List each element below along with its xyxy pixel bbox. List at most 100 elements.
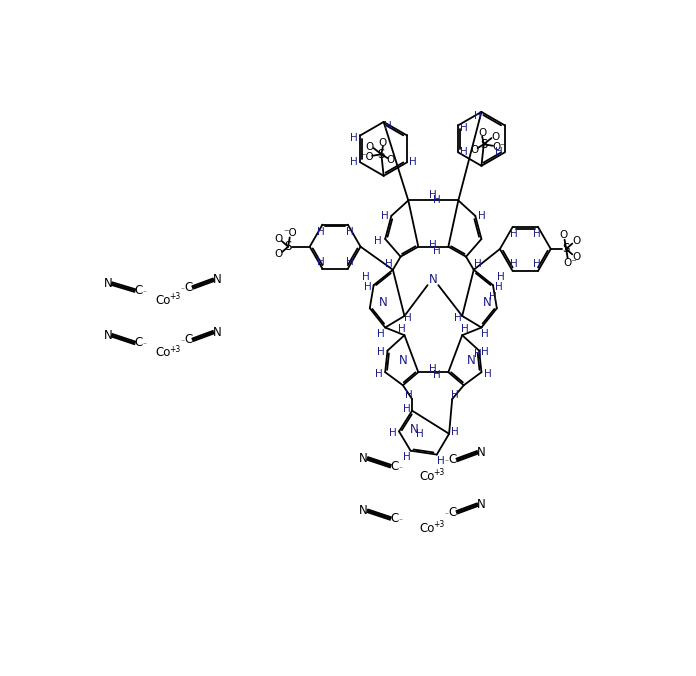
Text: N: N [467,354,476,367]
Text: H: H [429,364,437,374]
Text: C: C [390,460,399,473]
Text: H: H [345,226,354,237]
Text: +3: +3 [169,292,180,301]
Text: O: O [274,249,283,260]
Text: N: N [104,329,112,342]
Text: ⁻: ⁻ [181,337,184,347]
Text: H: H [385,259,393,268]
Text: ⁻O: ⁻O [361,151,374,162]
Text: H: H [433,370,441,381]
Text: O: O [560,230,568,240]
Text: N: N [477,445,486,459]
Text: H: H [409,158,417,168]
Text: Co: Co [156,294,171,307]
Text: ⁻: ⁻ [181,285,184,294]
Text: O: O [572,237,580,246]
Text: H: H [477,211,485,221]
Text: N: N [429,273,437,286]
Text: S: S [480,138,487,151]
Text: H: H [317,226,325,237]
Text: C: C [449,506,457,518]
Text: O: O [379,138,387,148]
Text: H: H [363,282,372,292]
Text: H: H [433,245,441,256]
Text: H: H [350,133,358,143]
Text: C: C [184,333,193,346]
Text: H: H [496,282,503,292]
Text: N: N [482,296,491,310]
Text: C: C [134,337,143,349]
Text: Co: Co [156,346,171,360]
Text: H: H [437,456,445,466]
Text: N: N [104,277,112,290]
Text: H: H [484,370,491,379]
Text: ⁻: ⁻ [143,341,147,349]
Text: H: H [404,313,412,323]
Text: C: C [390,512,399,525]
Text: H: H [460,124,468,133]
Text: H: H [475,349,482,360]
Text: H: H [377,329,385,339]
Text: H: H [450,427,459,437]
Text: ⁻: ⁻ [143,289,147,297]
Text: H: H [429,190,437,200]
Text: H: H [532,259,540,269]
Text: O: O [365,141,374,151]
Text: ⁻O: ⁻O [283,228,297,238]
Text: H: H [452,389,459,400]
Text: +3: +3 [434,468,445,477]
Text: N: N [213,273,222,286]
Text: H: H [510,229,518,239]
Text: O: O [491,132,500,141]
Text: C: C [134,284,143,297]
Text: H: H [474,111,482,121]
Text: N: N [399,354,407,367]
Text: S: S [378,148,385,161]
Text: O: O [478,128,487,138]
Text: H: H [482,329,489,339]
Text: H: H [345,257,354,267]
Text: +3: +3 [434,520,445,529]
Text: H: H [495,147,503,158]
Text: H: H [405,389,413,400]
Text: H: H [474,259,482,268]
Text: S: S [285,240,292,254]
Text: H: H [350,158,358,168]
Text: H: H [381,211,389,221]
Text: O: O [470,145,479,155]
Text: Co: Co [420,522,435,535]
Text: H: H [510,259,518,269]
Text: Co: Co [420,470,435,483]
Text: H: H [398,324,406,334]
Text: H: H [317,257,325,267]
Text: H: H [389,428,397,438]
Text: H: H [374,237,382,246]
Text: H: H [433,195,441,206]
Text: N: N [379,296,387,310]
Text: H: H [489,292,497,301]
Text: O: O [572,251,580,262]
Text: ⁻: ⁻ [399,516,402,525]
Text: H: H [377,347,385,357]
Text: H: H [403,404,411,414]
Text: N: N [359,504,368,517]
Text: +3: +3 [169,345,180,354]
Text: H: H [375,370,383,379]
Text: H: H [403,452,411,462]
Text: H: H [460,147,468,158]
Text: O⁻: O⁻ [563,258,577,268]
Text: O⁻: O⁻ [492,141,506,151]
Text: N: N [213,326,222,339]
Text: ⁻: ⁻ [445,458,449,466]
Text: C: C [449,454,457,466]
Text: ⁻: ⁻ [445,510,449,519]
Text: N: N [359,452,368,465]
Text: C: C [184,281,193,294]
Text: H: H [454,313,462,323]
Text: O: O [274,234,283,244]
Text: N: N [477,498,486,511]
Text: H: H [416,429,424,439]
Text: ⁻: ⁻ [399,464,402,473]
Text: H: H [429,240,437,250]
Text: H: H [482,347,489,357]
